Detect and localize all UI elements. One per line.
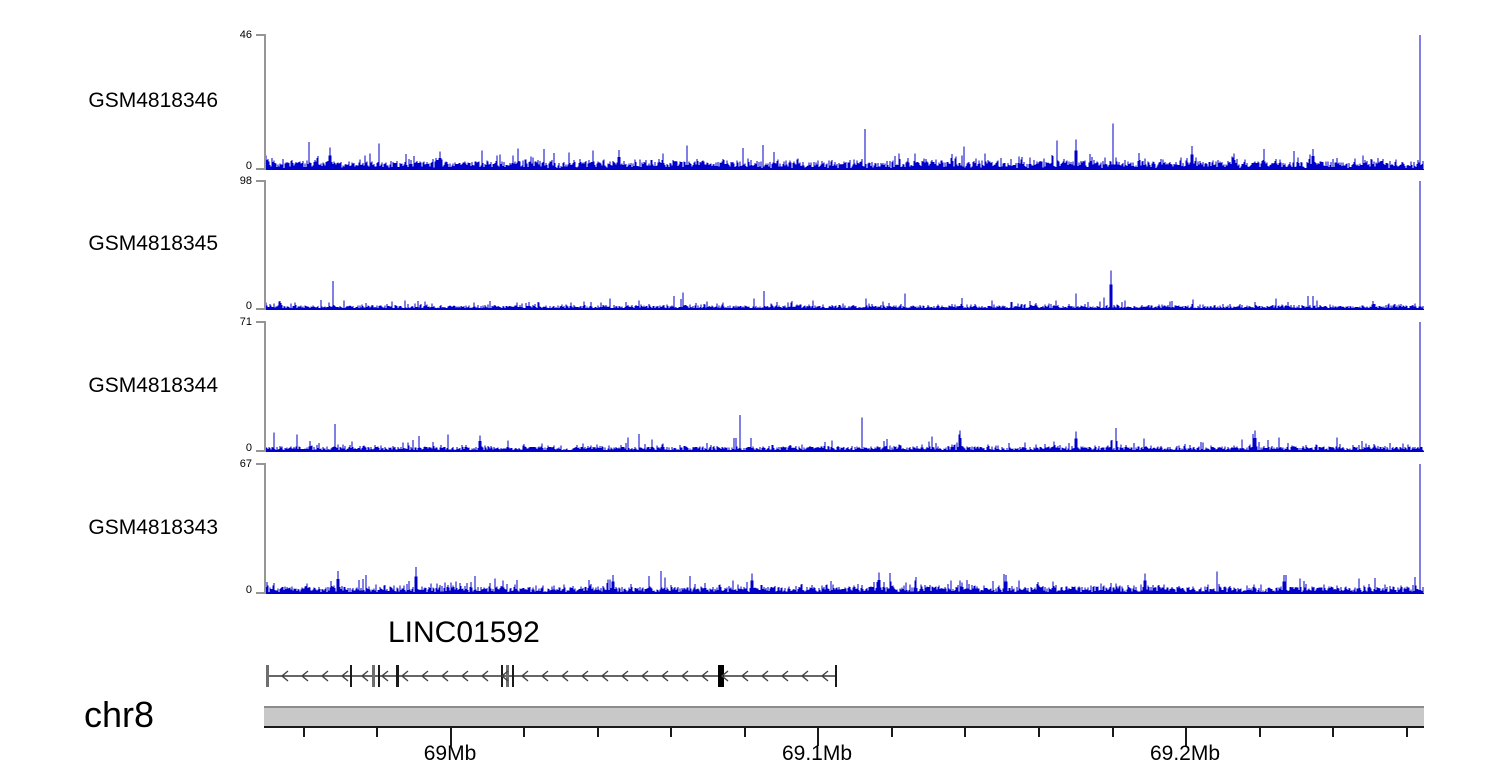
coverage-signal[interactable]	[266, 180, 1424, 310]
track-label: GSM4818346	[88, 89, 218, 112]
ruler-tick-minor	[597, 728, 599, 737]
axis-tick-min	[256, 592, 265, 594]
ruler-tick-minor	[1332, 728, 1334, 737]
ruler-tick-minor	[1038, 728, 1040, 737]
ruler-tick-minor	[744, 728, 746, 737]
ruler-tick-minor	[1259, 728, 1261, 737]
coverage-track[interactable]: GSM4818343 67 0	[0, 459, 1500, 596]
ruler-tick-major	[817, 728, 819, 746]
axis-max-label: 98	[239, 175, 252, 187]
coverage-signal[interactable]	[266, 34, 1424, 170]
ruler-tick-minor	[523, 728, 525, 737]
track-label: GSM4818345	[88, 232, 218, 255]
axis-tick-max	[256, 463, 265, 465]
coverage-track[interactable]: GSM4818345 98 0	[0, 176, 1500, 312]
ruler-tick-minor	[891, 728, 893, 737]
axis-tick-max	[256, 321, 265, 323]
axis-line	[264, 180, 266, 310]
coverage-signal[interactable]	[266, 321, 1424, 452]
coverage-signal[interactable]	[266, 463, 1424, 594]
axis-tick-max	[256, 34, 265, 36]
ruler-tick-minor	[1112, 728, 1114, 737]
ruler-tick-major	[1185, 728, 1187, 746]
axis-min-label: 0	[245, 584, 252, 596]
ruler-label: 69.2Mb	[1149, 742, 1221, 765]
gene-model	[266, 665, 837, 687]
axis-min-label: 0	[245, 300, 252, 312]
axis-line	[264, 34, 266, 170]
ruler-tick-minor	[670, 728, 672, 737]
gene-name-label[interactable]: LINC01592	[388, 616, 540, 649]
ruler-label: 69.1Mb	[781, 742, 853, 765]
axis-tick-min	[256, 308, 265, 310]
axis-line	[264, 463, 266, 594]
axis-max-label: 46	[239, 29, 252, 41]
axis-line	[264, 321, 266, 452]
axis-tick-min	[256, 168, 265, 170]
chromosome-ideogram[interactable]	[264, 706, 1424, 728]
axis-min-label: 0	[245, 160, 252, 172]
axis-min-label: 0	[245, 442, 252, 454]
ruler-tick-minor	[964, 728, 966, 737]
ruler-tick-minor	[303, 728, 305, 737]
axis-max-label: 67	[239, 458, 252, 470]
ruler-tick-major	[450, 728, 452, 746]
axis-tick-min	[256, 450, 265, 452]
axis-tick-max	[256, 180, 265, 182]
ruler-tick-minor	[376, 728, 378, 737]
coverage-track[interactable]: GSM4818346 46 0	[0, 30, 1500, 172]
ruler-tick-minor	[1406, 728, 1408, 737]
track-label: GSM4818344	[88, 374, 218, 397]
track-label: GSM4818343	[88, 516, 218, 539]
chromosome-label: chr8	[84, 694, 155, 735]
coverage-track[interactable]: GSM4818344 71 0	[0, 317, 1500, 454]
axis-max-label: 71	[239, 316, 252, 328]
ruler-label: 69Mb	[423, 742, 477, 765]
gene-annotation-track[interactable]: LINC01592	[0, 612, 1500, 692]
